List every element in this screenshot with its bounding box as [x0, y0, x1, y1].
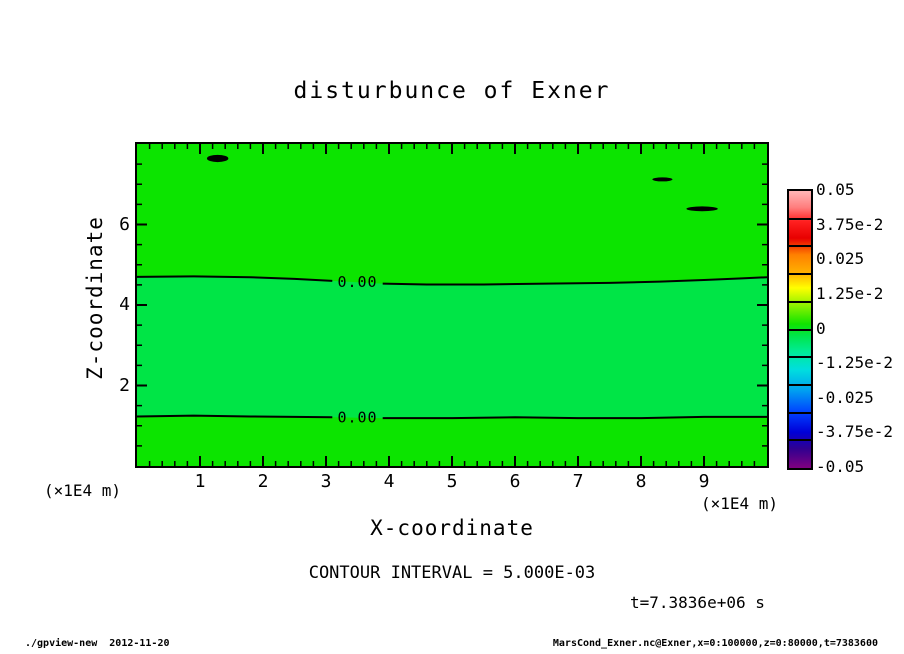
contour-plot-canvas: 0.00 0.00 — [137, 144, 767, 466]
footer-command-label: ./gpview-new 2012-11-20 — [25, 638, 170, 649]
colorbar-tick-label: 1.25e-2 — [816, 283, 884, 303]
colorbar-segment-line — [789, 411, 811, 414]
colorbar — [787, 189, 813, 470]
x-tick-label: 2 — [257, 471, 269, 492]
chart-title: disturbunce of Exner — [293, 78, 611, 104]
colorbar-segment-line — [789, 328, 811, 331]
colorbar-segment-line — [789, 439, 811, 442]
x-tick-label: 9 — [698, 471, 710, 492]
colorbar-tick-label: 3.75e-2 — [816, 214, 884, 234]
contour-interval-label: CONTOUR INTERVAL = 5.000E-03 — [308, 563, 596, 583]
contour-line-label: 0.00 — [337, 273, 377, 291]
colorbar-segment-line — [789, 383, 811, 386]
contour-line-label: 0.00 — [337, 408, 377, 426]
footer-source-label: MarsCond_Exner.nc@Exner,x=0:100000,z=0:8… — [552, 638, 878, 649]
colorbar-segment-line — [789, 356, 811, 359]
plot-area: 0.00 0.00 — [135, 142, 769, 468]
time-label: t=7.3836e+06 s — [630, 593, 765, 612]
y-axis-title: Z-coordinate — [83, 216, 107, 380]
colorbar-tick-label: 0 — [816, 318, 826, 338]
x-tick-label: 3 — [320, 471, 332, 492]
colorbar-segment-line — [789, 217, 811, 220]
colorbar-tick-label: -0.025 — [816, 387, 874, 407]
colorbar-tick-label: 0.025 — [816, 249, 865, 269]
x-tick-label: 1 — [194, 471, 206, 492]
colorbar-tick-label: -3.75e-2 — [816, 422, 894, 442]
colorbar-segment-line — [789, 245, 811, 248]
colorbar-tick-label: 0.05 — [816, 180, 855, 199]
x-tick-label: 8 — [635, 471, 647, 492]
colorbar-segment-line — [789, 273, 811, 276]
y-axis-unit: (×1E4 m) — [44, 481, 122, 500]
x-axis-title: X-coordinate — [370, 516, 534, 540]
x-tick-label: 7 — [572, 471, 584, 492]
x-tick-label: 5 — [446, 471, 458, 492]
colorbar-segment-line — [789, 300, 811, 303]
colorbar-tick-label: -0.05 — [816, 457, 865, 476]
colorbar-tick-label: -1.25e-2 — [816, 353, 894, 373]
x-tick-label: 4 — [383, 471, 395, 492]
x-tick-label: 6 — [509, 471, 521, 492]
colorbar-labels: 0.05 3.75e-2 0.025 1.25e-2 0 -1.25e-2 -0.025 -3… — [816, 180, 902, 476]
x-axis-unit: (×1E4 m) — [700, 494, 778, 513]
